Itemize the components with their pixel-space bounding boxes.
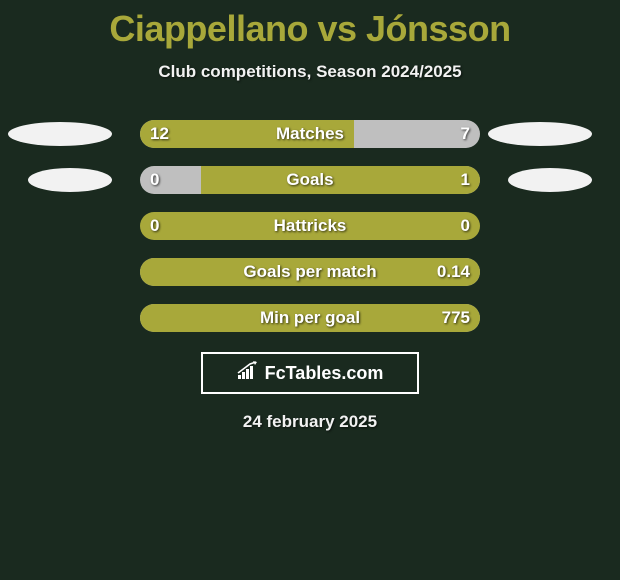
stats-area: Matches127Goals01Hattricks00Goals per ma… (0, 120, 620, 332)
player-badge-ellipse (28, 168, 112, 192)
stat-value-left: 0 (150, 166, 159, 194)
vs-label: vs (317, 8, 356, 49)
stat-value-right: 7 (461, 120, 470, 148)
player-badge-ellipse (508, 168, 592, 192)
bar-track: Goals (140, 166, 480, 194)
bar-track: Matches (140, 120, 480, 148)
bar-track: Hattricks (140, 212, 480, 240)
player2-name: Jónsson (366, 8, 511, 49)
player-badge-ellipse (8, 122, 112, 146)
stat-row: Goals0 1 (0, 166, 620, 194)
badge-text: FcTables.com (265, 363, 384, 384)
subtitle: Club competitions, Season 2024/2025 (0, 62, 620, 82)
stat-value-right: 0.14 (437, 258, 470, 286)
stat-value-left: 12 (150, 120, 169, 148)
stat-value-right: 1 (461, 166, 470, 194)
stat-row: Hattricks0 0 (0, 212, 620, 240)
source-badge: FcTables.com (201, 352, 419, 394)
bar-right-fill (140, 258, 480, 286)
bar-left-fill (140, 120, 354, 148)
player1-name: Ciappellano (109, 8, 308, 49)
stat-value-left: 0 (150, 212, 159, 240)
player-badge-ellipse (488, 122, 592, 146)
stat-row: Goals per match0.14 (0, 258, 620, 286)
bar-right-fill (140, 304, 480, 332)
bar-track: Min per goal (140, 304, 480, 332)
comparison-title: Ciappellano vs Jónsson (0, 0, 620, 50)
stat-value-right: 775 (442, 304, 470, 332)
date-label: 24 february 2025 (0, 412, 620, 432)
bar-track: Goals per match (140, 258, 480, 286)
stat-value-right: 0 (461, 212, 470, 240)
chart-icon (237, 361, 259, 386)
bar-right-fill (201, 166, 480, 194)
stat-row: Min per goal775 (0, 304, 620, 332)
stat-label: Hattricks (140, 212, 480, 240)
stat-row: Matches12 7 (0, 120, 620, 148)
